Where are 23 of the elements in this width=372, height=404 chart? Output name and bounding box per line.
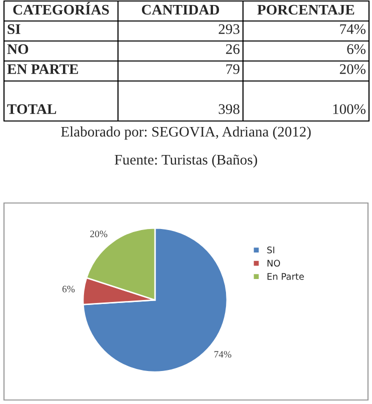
category-label: CATEGORÍAS	[13, 2, 109, 15]
category-label: NO	[7, 44, 28, 54]
data-label: 20%	[90, 230, 108, 238]
data-label: 6%	[62, 286, 75, 292]
text: 20%	[340, 64, 366, 74]
text: 398	[218, 104, 240, 114]
legend-label: SI	[267, 246, 274, 254]
category-label: SI	[8, 24, 20, 34]
text: 79	[226, 64, 240, 74]
category-label: CANTIDAD	[142, 4, 220, 15]
category-label: EN PARTE	[7, 64, 78, 74]
data-label: 74%	[214, 351, 232, 358]
category-label: TOTAL	[7, 104, 56, 114]
text: Elaborado por: SEGOVIA, Adriana (2012)	[61, 126, 311, 140]
text: 100%	[333, 104, 366, 114]
text: 26	[226, 44, 240, 54]
source-note: Fuente: Turistas (Baños)	[114, 154, 258, 168]
text: 293	[218, 24, 240, 34]
legend-label: NO	[268, 260, 280, 267]
text: 74%	[340, 24, 366, 34]
category-label: PORCENTAJE	[257, 4, 354, 15]
text: 6%	[347, 44, 366, 54]
legend-label: En Parte	[268, 273, 304, 280]
